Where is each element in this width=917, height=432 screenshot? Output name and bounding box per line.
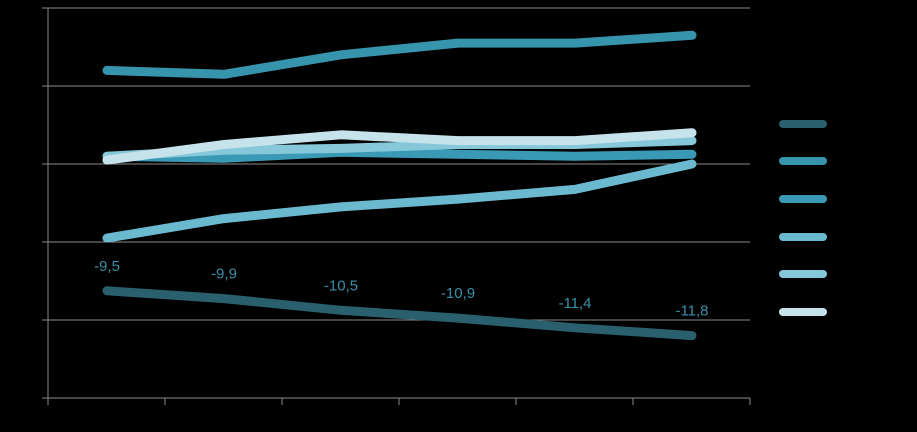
series-lines	[102, 30, 697, 341]
data-label: -10,5	[324, 277, 358, 294]
data-labels: -9,5 -9,9 -10,5 -10,9 -11,4 -11,8	[94, 258, 708, 320]
series-line-3	[102, 147, 697, 163]
data-label: -9,5	[94, 258, 120, 275]
series-line-6	[102, 30, 697, 79]
data-label: -9,9	[211, 266, 237, 283]
data-label: -11,4	[558, 295, 591, 312]
gridlines	[48, 7, 750, 321]
data-label: -11,8	[675, 303, 708, 320]
series-line-2	[102, 159, 697, 243]
series-line-5	[102, 128, 697, 165]
axes	[42, 7, 751, 405]
legend	[779, 120, 827, 316]
data-label: -10,9	[441, 285, 475, 302]
series-line-1	[102, 286, 697, 341]
